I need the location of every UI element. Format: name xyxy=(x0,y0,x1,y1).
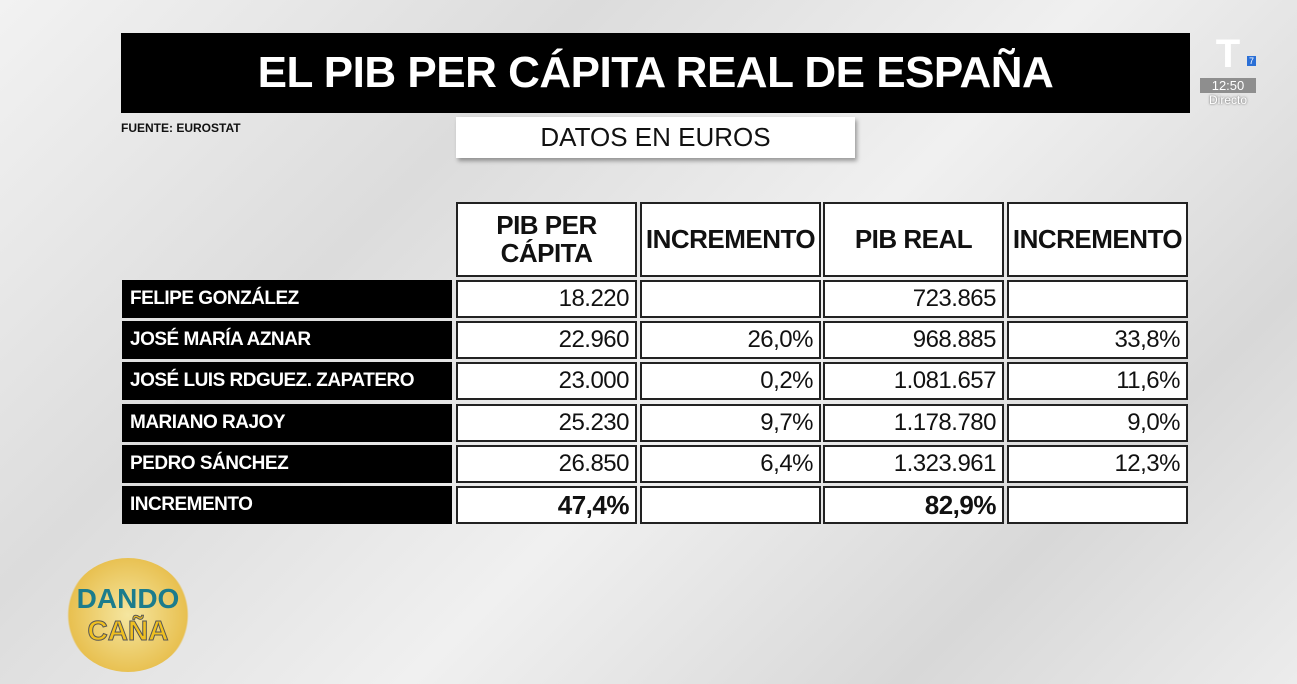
show-line: CAÑA xyxy=(87,615,169,647)
table-cell: 12,3% xyxy=(1007,444,1188,483)
empty-cell xyxy=(1007,280,1188,318)
table-cell: 11,6% xyxy=(1007,362,1188,401)
table-cell: 1.081.657 xyxy=(823,362,1004,401)
subtitle: DATOS EN EUROS xyxy=(456,117,855,158)
show-logo: DANDO CAÑA xyxy=(66,558,190,672)
empty-cell xyxy=(1007,486,1188,524)
table-cell: 25.230 xyxy=(456,403,637,442)
table-cell: 26.850 xyxy=(456,444,637,483)
table-cell: 1.323.961 xyxy=(823,444,1004,483)
title: EL PIB PER CÁPITA REAL DE ESPAÑA xyxy=(121,33,1190,113)
table-cell: 47,4% xyxy=(456,486,637,524)
row-label: JOSÉ LUIS RDGUEZ. ZAPATERO xyxy=(122,362,452,401)
row-label: INCREMENTO xyxy=(122,486,452,524)
time: 12:50 xyxy=(1200,78,1256,93)
column-header: PIB REAL xyxy=(823,202,1004,277)
table-cell: 0,2% xyxy=(640,362,821,401)
empty-cell xyxy=(640,486,821,524)
table-cell: 26,0% xyxy=(640,321,821,360)
table-cell: 1.178.780 xyxy=(823,403,1004,442)
table-cell: 968.885 xyxy=(823,321,1004,360)
empty-cell xyxy=(640,280,821,318)
table-cell: 18.220 xyxy=(456,280,637,318)
channel-number: 7 xyxy=(1246,56,1256,66)
column-header: PIB PER CÁPITA xyxy=(456,202,637,277)
live-status: Directo xyxy=(1208,93,1247,107)
table-cell: 22.960 xyxy=(456,321,637,360)
logo-letter: T xyxy=(1215,32,1241,76)
table-cell: 9,7% xyxy=(640,403,821,442)
show-line: DANDO xyxy=(76,583,180,614)
table-cell: 82,9% xyxy=(823,486,1004,524)
source: FUENTE: EUROSTAT xyxy=(121,121,241,135)
row-label: MARIANO RAJOY xyxy=(122,403,452,442)
row-label: FELIPE GONZÁLEZ xyxy=(122,280,452,318)
table-cell: 6,4% xyxy=(640,444,821,483)
table-cell: 23.000 xyxy=(456,362,637,401)
table-cell: 723.865 xyxy=(823,280,1004,318)
channel-logo: T 7 12:50 Directo xyxy=(1200,34,1256,107)
table-cell: 33,8% xyxy=(1007,321,1188,360)
row-label: JOSÉ MARÍA AZNAR xyxy=(122,321,452,360)
table-cell: 9,0% xyxy=(1007,403,1188,442)
row-label: PEDRO SÁNCHEZ xyxy=(122,444,452,483)
column-header: INCREMENTO xyxy=(1007,202,1188,277)
column-header: INCREMENTO xyxy=(640,202,821,277)
